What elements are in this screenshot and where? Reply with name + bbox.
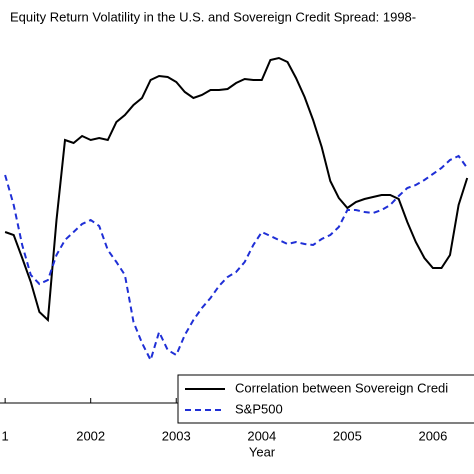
legend-label: Correlation between Sovereign Credi [235, 380, 448, 395]
x-tick-label: 2004 [247, 428, 276, 443]
series-line [4, 154, 469, 363]
x-tick-label: 1 [2, 428, 9, 443]
x-tick-label: 2005 [333, 428, 362, 443]
chart-title: Equity Return Volatility in the U.S. and… [10, 9, 416, 24]
x-tick-label: 2002 [76, 428, 105, 443]
x-axis-label: Year [249, 444, 276, 459]
legend-box [177, 374, 474, 424]
legend-label: S&P500 [235, 401, 283, 416]
series-line [4, 56, 469, 323]
x-tick-label: 2003 [162, 428, 191, 443]
x-tick-label: 2006 [418, 428, 447, 443]
